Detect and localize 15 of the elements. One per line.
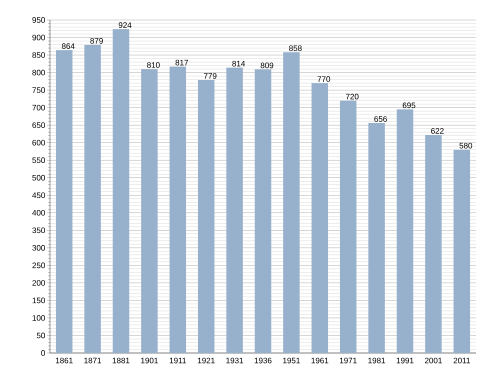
bar [454, 150, 470, 353]
bar [141, 69, 158, 353]
bar [112, 29, 130, 353]
bar [340, 100, 356, 353]
bar [56, 50, 72, 353]
bar [254, 69, 272, 353]
bar [396, 109, 414, 353]
bar [84, 44, 101, 353]
bar [312, 83, 328, 353]
bar [368, 123, 385, 353]
bar [283, 52, 300, 353]
bar [425, 134, 442, 353]
bar [170, 66, 186, 353]
bar [226, 68, 243, 353]
bar [198, 80, 214, 353]
